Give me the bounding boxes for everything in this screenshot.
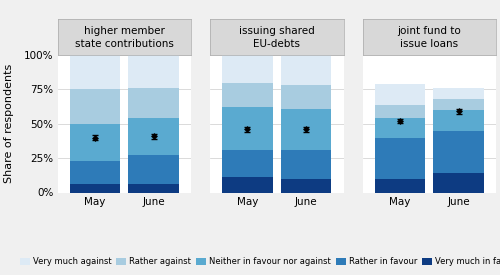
- Bar: [434, 99, 484, 110]
- Text: Share of respondents: Share of respondents: [4, 64, 14, 183]
- Bar: [128, 184, 179, 192]
- Bar: [281, 179, 332, 192]
- Text: higher member
state contributions: higher member state contributions: [75, 26, 174, 49]
- Bar: [374, 138, 425, 179]
- Bar: [281, 85, 332, 109]
- Legend: Very much against, Rather against, Neither in favour nor against, Rather in favo: Very much against, Rather against, Neith…: [16, 254, 500, 270]
- Bar: [374, 118, 425, 138]
- Bar: [281, 109, 332, 150]
- Bar: [70, 55, 120, 89]
- Bar: [128, 88, 179, 118]
- Bar: [281, 150, 332, 179]
- Bar: [374, 84, 425, 104]
- Bar: [434, 131, 484, 173]
- Bar: [434, 173, 484, 192]
- Bar: [222, 82, 272, 107]
- Bar: [374, 104, 425, 118]
- Bar: [434, 110, 484, 131]
- Bar: [281, 55, 332, 85]
- Bar: [128, 118, 179, 155]
- Bar: [222, 107, 272, 150]
- Bar: [222, 150, 272, 177]
- Text: issuing shared
EU-debts: issuing shared EU-debts: [239, 26, 314, 49]
- Bar: [222, 177, 272, 192]
- Bar: [128, 55, 179, 88]
- Bar: [434, 88, 484, 99]
- Bar: [374, 179, 425, 192]
- Bar: [70, 161, 120, 184]
- Bar: [70, 89, 120, 124]
- Bar: [70, 124, 120, 161]
- Bar: [70, 184, 120, 192]
- Bar: [222, 55, 272, 82]
- Bar: [128, 155, 179, 184]
- Text: joint fund to
issue loans: joint fund to issue loans: [398, 26, 461, 49]
